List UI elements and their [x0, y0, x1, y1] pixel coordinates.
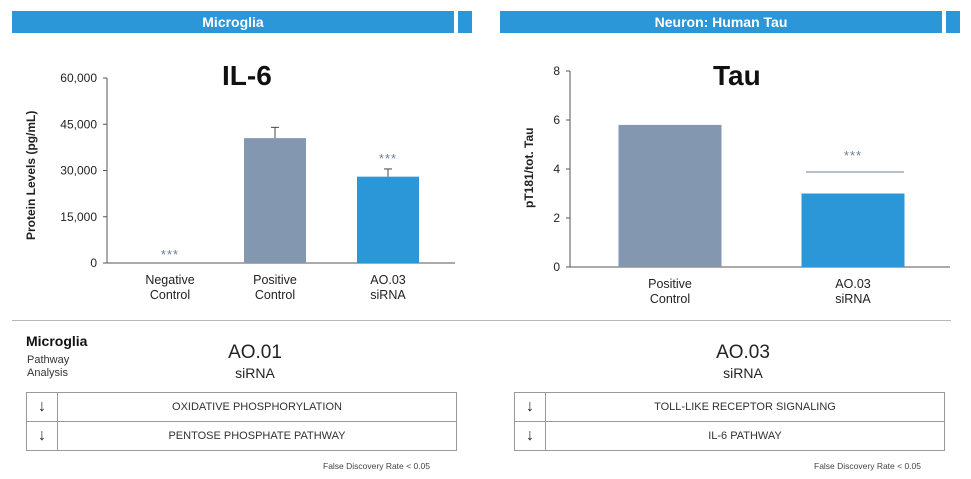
neuron-header: Neuron: Human Tau: [500, 11, 942, 33]
tau-y-tick-label: 6: [553, 113, 560, 127]
il6-y-tick-label: 45,000: [60, 117, 97, 131]
tau-y-tick-label: 8: [553, 64, 560, 78]
down-arrow-icon: ↓: [26, 421, 58, 451]
il6-chart-title: IL-6: [222, 60, 272, 91]
tau-y-tick-label: 4: [553, 162, 560, 176]
il6-y-tick-label: 0: [90, 256, 97, 270]
il6-bar: [244, 138, 306, 263]
right-pathway-heading-line1: AO.03: [716, 342, 770, 363]
pathway-subtitle-line2: Analysis: [27, 367, 68, 379]
left-pathway-table: ↓ OXIDATIVE PHOSPHORYLATION ↓ PENTOSE PH…: [26, 392, 457, 451]
tau-category-label: Control: [650, 292, 690, 306]
tau-bar: [801, 193, 905, 267]
table-row: ↓ PENTOSE PHOSPHATE PATHWAY: [26, 421, 457, 451]
pathway-name: OXIDATIVE PHOSPHORYLATION: [57, 392, 457, 422]
pathway-subtitle: Pathway Analysis: [27, 354, 69, 380]
tau-significance-marker: ***: [844, 148, 862, 163]
pathway-title: Microglia: [26, 333, 88, 349]
tau-chart-title: Tau: [713, 60, 761, 91]
il6-category-label: siRNA: [370, 288, 406, 302]
il6-y-tick-label: 30,000: [60, 164, 97, 178]
left-pathway-heading-line1: AO.01: [228, 342, 282, 363]
tau-y-tick-label: 2: [553, 211, 560, 225]
il6-bar: [357, 176, 419, 263]
il6-y-tick-label: 15,000: [60, 210, 97, 224]
pathway-name: IL-6 PATHWAY: [545, 421, 945, 451]
table-row: ↓ OXIDATIVE PHOSPHORYLATION: [26, 392, 457, 422]
tau-category-label: AO.03: [835, 277, 870, 291]
il6-category-label: Control: [255, 288, 295, 302]
left-pathway-heading-line2: siRNA: [235, 365, 275, 381]
tau-bar: [618, 124, 722, 268]
il6-significance-marker: ***: [161, 247, 179, 262]
down-arrow-icon: ↓: [26, 392, 58, 422]
neuron-header-tab: [944, 11, 960, 33]
il6-category-label: Control: [150, 288, 190, 302]
il6-y-tick-label: 60,000: [60, 71, 97, 85]
neuron-header-label: Neuron: Human Tau: [654, 14, 788, 30]
down-arrow-icon: ↓: [514, 421, 546, 451]
tau-category-label: Positive: [648, 277, 692, 291]
right-fdr-footnote: False Discovery Rate < 0.05: [814, 461, 922, 471]
right-pathway-heading-line2: siRNA: [723, 365, 763, 381]
left-fdr-footnote: False Discovery Rate < 0.05: [323, 461, 431, 471]
tau-category-label: siRNA: [835, 292, 871, 306]
down-arrow-icon: ↓: [514, 392, 546, 422]
table-row: ↓ IL-6 PATHWAY: [514, 421, 945, 451]
il6-significance-marker: ***: [379, 151, 397, 166]
il6-category-label: Positive: [253, 273, 297, 287]
tau-y-tick-label: 0: [553, 260, 560, 274]
table-row: ↓ TOLL-LIKE RECEPTOR SIGNALING: [514, 392, 945, 422]
left-pathway-heading: AO.01 siRNA: [195, 342, 315, 381]
microglia-header-tab: [456, 11, 472, 33]
il6-chart: 015,00030,00045,00060,000NegativeControl…: [60, 71, 455, 302]
section-divider: [12, 320, 951, 321]
pathway-name: PENTOSE PHOSPHATE PATHWAY: [57, 421, 457, 451]
il6-category-label: Negative: [145, 273, 194, 287]
right-pathway-heading: AO.03 siRNA: [683, 342, 803, 381]
right-pathway-table: ↓ TOLL-LIKE RECEPTOR SIGNALING ↓ IL-6 PA…: [514, 392, 945, 451]
il6-category-label: AO.03: [370, 273, 405, 287]
microglia-header: Microglia: [12, 11, 454, 33]
microglia-header-label: Microglia: [202, 14, 264, 30]
pathway-subtitle-line1: Pathway: [27, 354, 70, 366]
pathway-name: TOLL-LIKE RECEPTOR SIGNALING: [545, 392, 945, 422]
